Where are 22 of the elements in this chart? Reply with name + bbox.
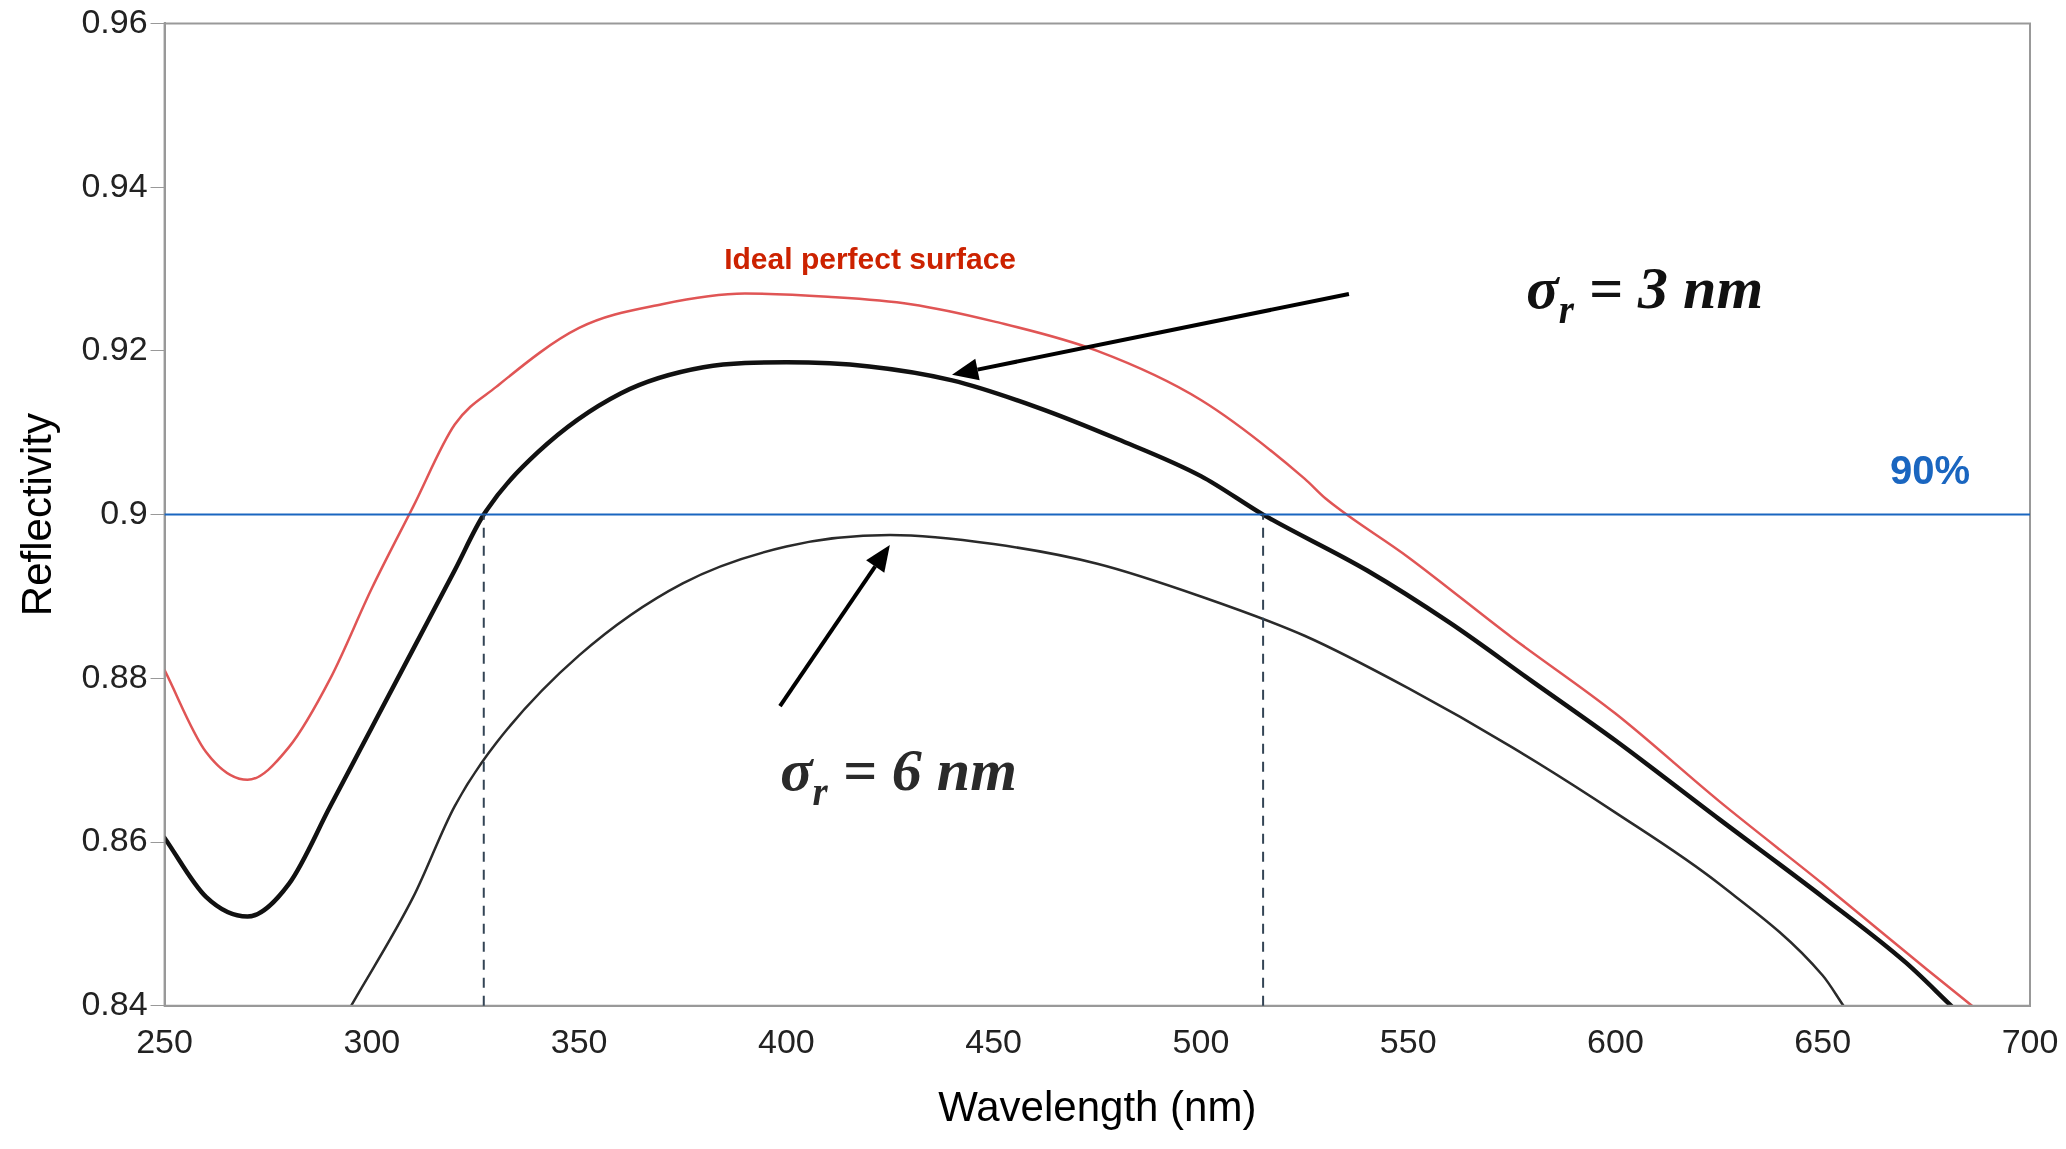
x-tick-label: 350 <box>550 1021 608 1060</box>
x-tick-label: 550 <box>1379 1021 1437 1060</box>
x-tick-label: 600 <box>1587 1021 1644 1060</box>
y-tick-label: 0.92 <box>81 329 148 368</box>
ref-line-label: 90% <box>1889 447 1970 492</box>
x-tick-label: 700 <box>2001 1021 2059 1060</box>
y-tick-label: 0.9 <box>100 492 148 531</box>
y-tick-label: 0.94 <box>81 165 148 204</box>
series-label: Ideal perfect surface <box>724 242 1016 275</box>
y-axis-title: Reflectivity <box>12 413 60 617</box>
x-tick-label: 500 <box>1172 1021 1230 1060</box>
x-tick-label: 450 <box>965 1021 1023 1060</box>
x-axis-title: Wavelength (nm) <box>938 1083 1257 1131</box>
y-tick-label: 0.88 <box>81 656 148 695</box>
x-tick-label: 400 <box>758 1021 815 1060</box>
y-tick-label: 0.84 <box>81 984 148 1023</box>
x-tick-label: 250 <box>136 1021 193 1060</box>
y-tick-label: 0.86 <box>81 820 148 859</box>
x-tick-label: 300 <box>343 1021 401 1060</box>
x-tick-label: 650 <box>1794 1021 1852 1060</box>
line-series <box>349 533 1845 1006</box>
y-tick-label: 0.96 <box>81 1 148 40</box>
